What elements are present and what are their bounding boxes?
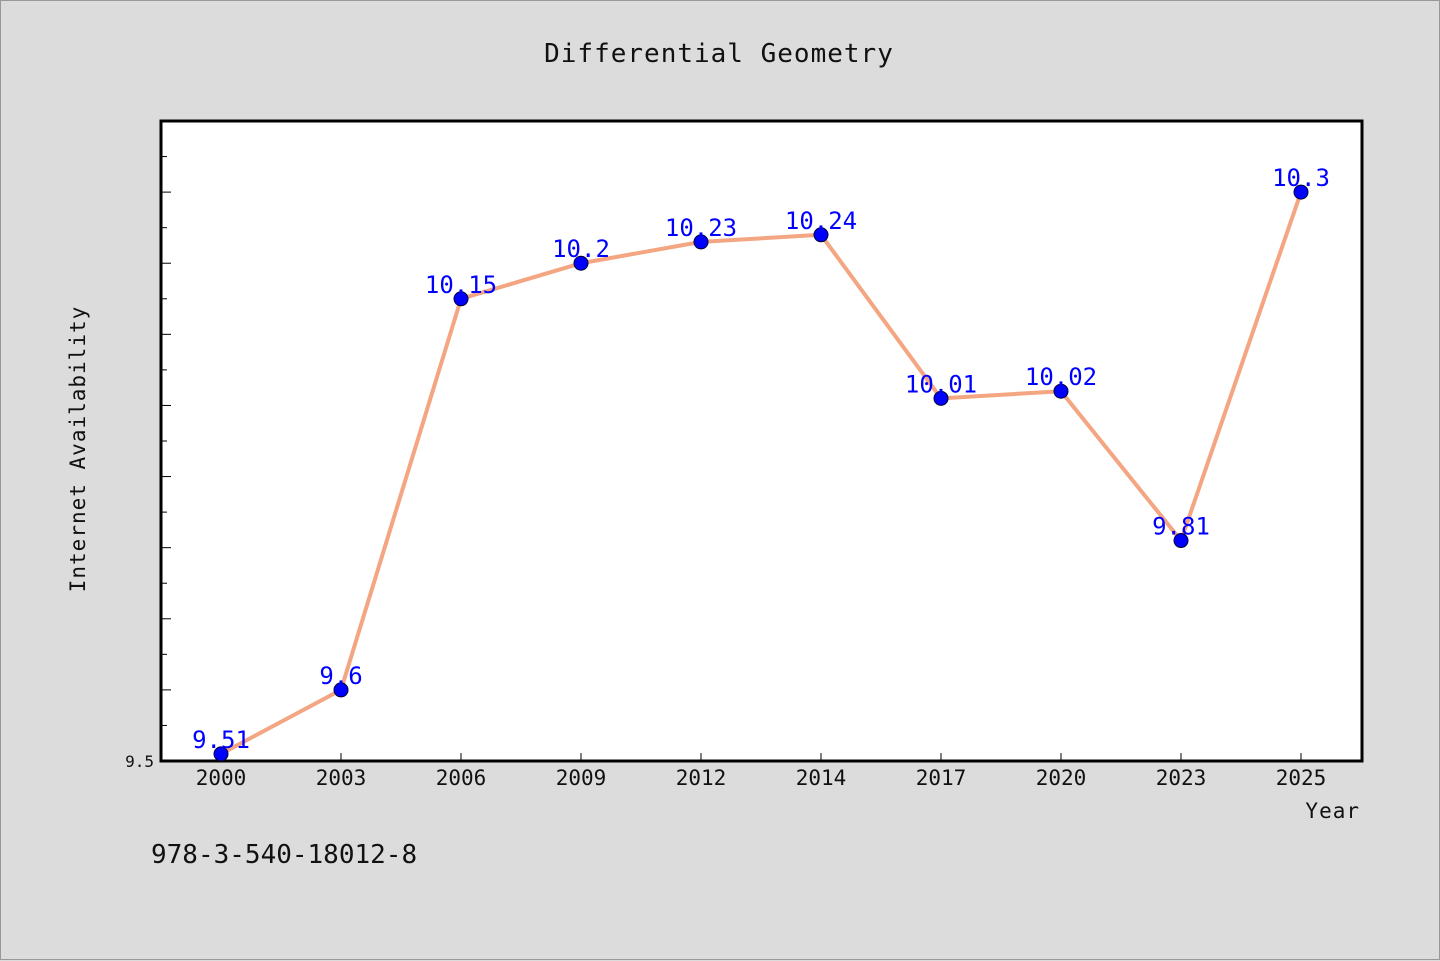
isbn-footnote: 978-3-540-18012-8: [151, 840, 417, 870]
x-tick-label: 2025: [1276, 766, 1327, 790]
x-tick-label: 2006: [436, 766, 487, 790]
data-label: 9.81: [1152, 513, 1210, 541]
x-tick-label: 2014: [796, 766, 847, 790]
plot-area: [159, 119, 1364, 763]
data-point: [1293, 184, 1309, 200]
data-label: 10.02: [1025, 363, 1097, 391]
chart-title: Differential Geometry: [544, 39, 894, 69]
x-tick-label: 2000: [196, 766, 247, 790]
y-tick-label: 9.5: [125, 752, 154, 771]
data-label: 10.23: [665, 214, 737, 242]
data-label: 10.2: [552, 235, 610, 263]
x-tick-label: 2017: [916, 766, 967, 790]
data-point: [813, 227, 829, 243]
y-axis-ticks: [161, 120, 171, 726]
x-tick-label: 2003: [316, 766, 367, 790]
data-point: [453, 291, 469, 307]
data-point: [213, 746, 229, 762]
data-point: [693, 234, 709, 250]
data-label: 9.51: [192, 726, 250, 754]
y-axis-label: Internet Availability: [66, 306, 90, 593]
series-markers: [213, 184, 1309, 762]
x-tick-label: 2009: [556, 766, 607, 790]
series-line: [220, 191, 1303, 756]
data-label: 10.01: [905, 370, 977, 398]
x-tick-label: 2023: [1156, 766, 1207, 790]
x-tick-label: 2012: [676, 766, 727, 790]
data-point: [1053, 383, 1069, 399]
x-axis-label: Year: [1305, 799, 1360, 823]
data-label: 9.6: [319, 662, 362, 690]
data-labels: 9.51 9.6 10.15 10.2 10.23 10.24 10.01 10.02 9.81…: [192, 164, 1330, 754]
data-point: [573, 255, 589, 271]
data-label: 10.24: [785, 207, 857, 235]
data-label: 10.3: [1272, 164, 1330, 192]
data-point: [1173, 533, 1189, 549]
data-point: [333, 682, 349, 698]
x-tick-label: 2020: [1036, 766, 1087, 790]
data-point: [933, 390, 949, 406]
data-label: 10.15: [425, 271, 497, 299]
